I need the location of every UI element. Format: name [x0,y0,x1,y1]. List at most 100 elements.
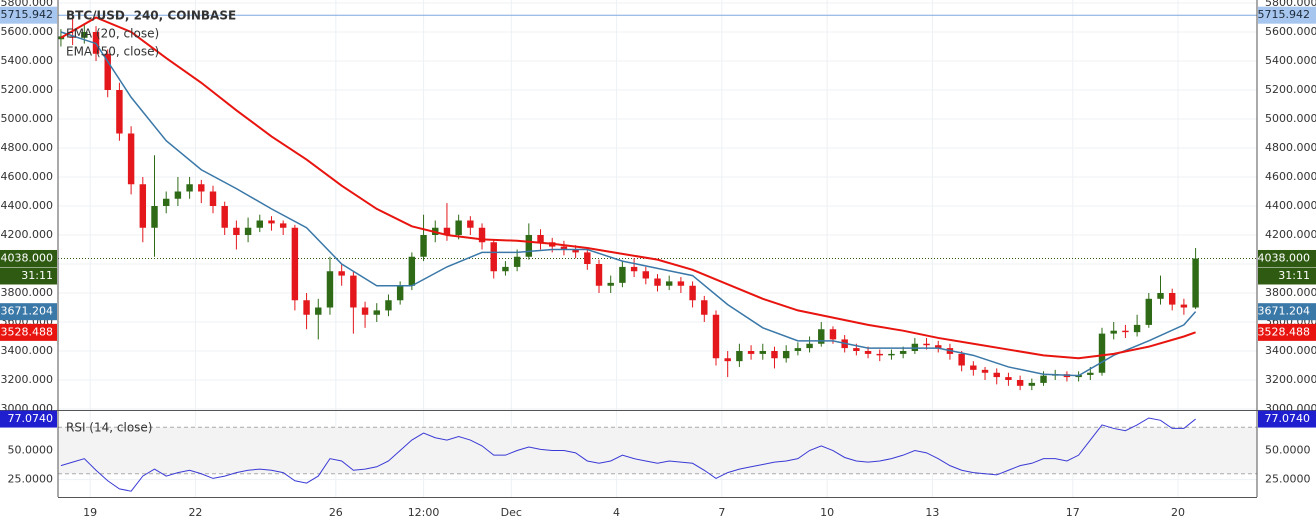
y-tick-label: 4400.000 [1,199,54,212]
candle-body [1098,333,1106,373]
candle-body [537,235,544,243]
rsi-band [58,427,1257,474]
ema-line [60,31,1197,377]
candle-body [104,53,111,90]
candle-body [724,358,731,362]
y-tick-label: 5800.000 [1,0,54,9]
y-tick-label: 4800.000 [1265,141,1316,154]
frame [0,0,1316,498]
candle-body [291,227,299,301]
candle-body [642,271,650,279]
y-tick-label: 5400.000 [1265,54,1316,67]
y-tick-label: 5600.000 [1265,25,1316,38]
y-tick-label: 4400.000 [1265,199,1316,212]
x-tick-label: 7 [718,506,725,519]
candle-body [736,351,743,362]
y-tick-label: 50.0000 [8,444,54,457]
candle-body [782,351,790,359]
candle-body [560,246,568,250]
price-label: 3528.488 [1258,325,1311,338]
price-label: 3528.488 [1,325,54,338]
countdown-box [0,267,57,285]
y-tick-label: 5200.000 [1,83,54,96]
candle-body [818,329,825,344]
candle-body [350,275,357,308]
candle-body [689,285,696,301]
candle-body [806,343,813,349]
price-label-box [1258,303,1316,321]
candle-body [771,351,778,359]
y-tick-label: 4200.000 [1265,228,1316,241]
candle-body [1122,330,1129,333]
candle-body [361,307,369,315]
candle-body [256,220,263,228]
candle-body [209,191,217,206]
y-tick-label: 4800.000 [1,141,54,154]
candle-body [1028,382,1036,386]
candle-body [1016,380,1024,386]
candle-body [993,372,1000,378]
candle-body [408,256,416,286]
y-tick-label: 25.0000 [1265,473,1311,486]
x-tick-label: 17 [1066,506,1080,519]
candle-body [326,271,334,308]
y-tick-label: 3400.000 [1265,344,1316,357]
candle-body [958,353,965,366]
candle-body [759,351,766,354]
y-tick-label: 3400.000 [1,344,54,357]
candle-body [186,184,193,192]
candle-body [1087,372,1094,375]
candle-body [162,198,170,206]
candle-body [888,353,895,356]
candle-body [455,220,462,235]
candle-body [174,191,182,199]
candle-body [1168,293,1176,305]
candle-body [198,184,205,192]
candle-body [935,345,942,349]
candle-body [923,343,930,346]
candle-body [747,351,755,354]
price-label-box [1258,249,1316,267]
candle-body [677,281,685,286]
price-label: 5715.942 [1258,8,1311,21]
x-tick-label: 12:00 [408,506,440,519]
candle-body [1145,298,1153,325]
price-label-box [0,303,57,321]
candle-body [654,278,661,286]
y-tick-label: 25.0000 [8,473,54,486]
candle-body [385,300,392,311]
price-label: 5715.942 [1,8,54,21]
countdown-box [1258,267,1316,285]
price-label-box [0,410,57,428]
legend-entry: EMA (50, close) [66,45,159,59]
y-tick-label: 5600.000 [1,25,54,38]
candle-body [139,184,147,228]
countdown: 31:11 [21,269,53,282]
candle-body [69,36,76,38]
candle-body [373,310,380,315]
candle-body [127,133,135,185]
candle-body [1133,324,1141,333]
y-tick-label: 5000.000 [1265,112,1316,125]
ema-line [60,16,1196,360]
price-label: 77.0740 [1265,412,1311,425]
price-label-box [1258,410,1316,428]
x-tick-label: 20 [1171,506,1185,519]
candle-body [864,351,872,354]
price-label: 4038.000 [1258,251,1311,264]
price-pane [58,14,1257,391]
candle-body [584,252,591,264]
y-tick-label: 4200.000 [1,228,54,241]
price-label-box [1258,323,1316,341]
legend-entry: EMA (20, close) [66,27,159,41]
candle-body [116,90,123,134]
price-label: 4038.000 [1,251,54,264]
candle-body [876,353,883,356]
candle-body [221,206,228,228]
candle-body [268,220,275,224]
candle-body [712,314,720,359]
candle-body [701,300,708,315]
candle-body [338,271,345,276]
candle-body [502,266,509,272]
